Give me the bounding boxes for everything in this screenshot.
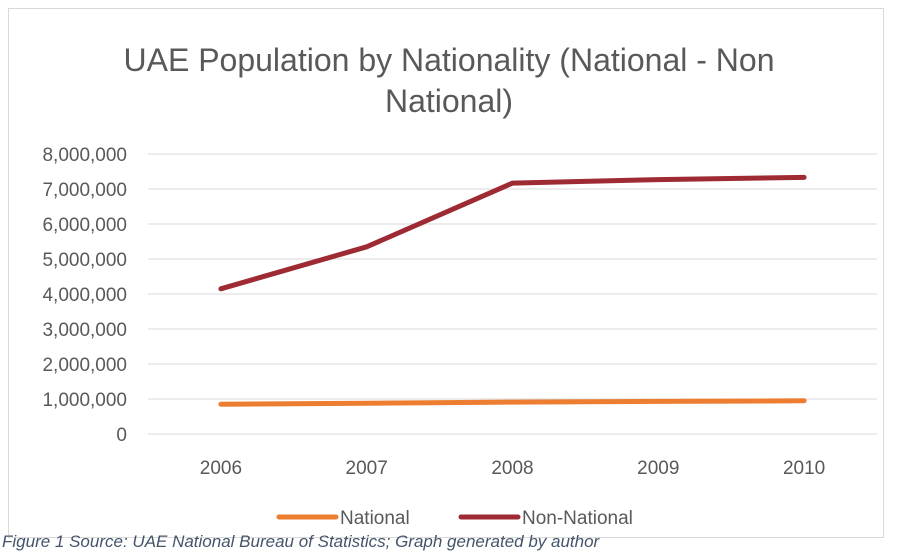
y-tick-label: 0 bbox=[116, 425, 127, 446]
series-line-national bbox=[218, 398, 807, 407]
gridlines bbox=[148, 153, 877, 435]
series-lines bbox=[218, 174, 807, 407]
legend: National Non-National bbox=[276, 508, 633, 529]
chart-title-line-1: UAE Population by Nationality (National … bbox=[124, 42, 775, 78]
legend-label: Non-National bbox=[522, 508, 633, 529]
x-axis-ticks: 2006 2007 2008 2009 2010 bbox=[200, 458, 825, 479]
y-tick-label: 8,000,000 bbox=[42, 145, 127, 166]
series-line-non-national bbox=[218, 174, 807, 292]
chart-frame bbox=[8, 8, 884, 538]
x-tick-label: 2010 bbox=[783, 458, 825, 479]
x-tick-label: 2009 bbox=[637, 458, 679, 479]
x-tick-label: 2007 bbox=[346, 458, 388, 479]
y-tick-label: 3,000,000 bbox=[42, 320, 127, 341]
chart-title-line-2: National) bbox=[385, 83, 513, 119]
y-tick-label: 2,000,000 bbox=[42, 355, 127, 376]
x-tick-label: 2006 bbox=[200, 458, 242, 479]
x-tick-label: 2008 bbox=[491, 458, 533, 479]
y-tick-label: 7,000,000 bbox=[42, 180, 127, 201]
figure-caption: Figure 1 Source: UAE National Bureau of … bbox=[2, 532, 600, 551]
y-tick-label: 4,000,000 bbox=[42, 285, 127, 306]
legend-label: National bbox=[340, 508, 410, 529]
y-tick-label: 5,000,000 bbox=[42, 250, 127, 271]
y-axis-ticks: 0 1,000,000 2,000,000 3,000,000 4,000,000 5,0… bbox=[42, 145, 127, 446]
y-tick-label: 6,000,000 bbox=[42, 215, 127, 236]
y-tick-label: 1,000,000 bbox=[42, 390, 127, 411]
